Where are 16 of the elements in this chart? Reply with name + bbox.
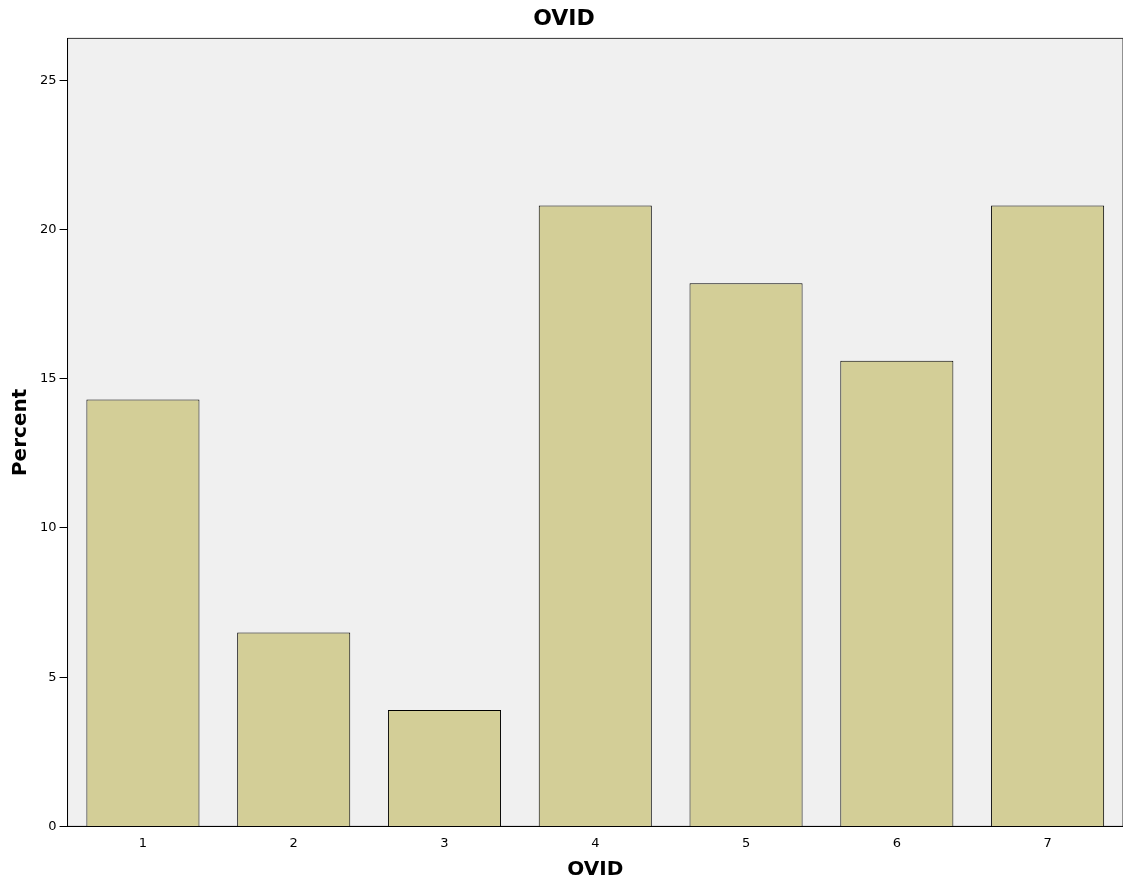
y-axis-title: Percent [7,388,32,477]
x-tick-label: 3 [440,834,449,850]
x-tick-label: 7 [1043,834,1052,850]
y-tick-label: 20 [40,220,57,236]
y-tick-label: 0 [48,817,57,833]
y-tick-label: 5 [48,668,57,684]
y-tick-label: 10 [40,519,57,535]
x-axis-title: OVID [567,856,624,881]
x-tick-label: 6 [892,834,901,850]
chart-title: OVID [533,4,595,30]
x-tick-label: 1 [138,834,148,850]
y-tick-label: 15 [40,370,57,386]
x-tick-label: 5 [741,834,751,850]
x-tick-label: 2 [289,834,298,850]
x-tick-label: 4 [591,834,600,850]
y-tick-label: 25 [40,71,57,87]
